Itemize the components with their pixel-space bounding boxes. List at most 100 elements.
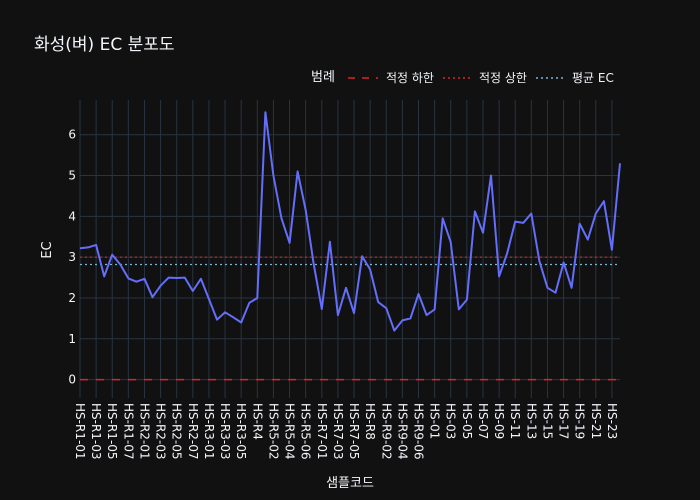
ec-data-point[interactable]: HS-23: 3.18 [609, 247, 615, 253]
ec-data-point[interactable]: HS-R7-04: 2.25 [343, 285, 349, 291]
legend: 범례 적정 하한 적정 상한 평균 EC [311, 70, 614, 85]
ec-data-point[interactable]: HS-R2-06: 2.5 [182, 275, 188, 281]
ec-data-point[interactable]: HS-R9-05: 1.5 [407, 315, 413, 321]
ec-data-point[interactable]: HS-R9-03: 1.2 [391, 328, 397, 334]
ec-data-point[interactable]: HS-R9-06: 2.1 [416, 291, 422, 297]
ec-data-point[interactable]: HS-17: 2.87 [561, 259, 567, 265]
ec-data-point[interactable]: HS-R5-02: 5 [270, 173, 276, 179]
ec-data-point[interactable]: HS-12: 3.84 [520, 220, 526, 226]
ec-data-point[interactable]: HS-R2-04: 2.5 [166, 275, 172, 281]
x-tick-label: HS-R3-05 [234, 403, 248, 460]
ec-series-line [79, 111, 621, 332]
ec-data-point[interactable]: HS-R1-06: 2.82 [117, 262, 123, 268]
ec-data-point[interactable]: HS-R3-02: 1.47 [214, 317, 220, 323]
ec-data-point[interactable]: HS-10: 3.1 [504, 250, 510, 256]
ec-data-point[interactable]: HS-R3-06: 1.88 [246, 300, 252, 306]
ec-data-point[interactable]: HS-R9-04: 1.45 [399, 317, 405, 323]
ec-data-point[interactable]: HS-19: 3.82 [577, 221, 583, 227]
ec-data-point[interactable]: HS-R7-01: 1.73 [319, 306, 325, 312]
ec-data-point[interactable]: HS-09: 2.53 [496, 273, 502, 279]
ec-data-point[interactable]: HS-R2-01: 2.47 [141, 276, 147, 282]
grid [79, 100, 620, 398]
ec-data-point[interactable]: HS-R5-04: 3.35 [287, 240, 293, 246]
ec-data-point[interactable]: HS-02: 3.95 [440, 215, 446, 221]
x-tick-label: HS-01 [428, 403, 442, 439]
ec-data-point[interactable]: HS-R9-07: 1.58 [424, 312, 430, 318]
ec-data-point[interactable]: HS-R7-06: 3.02 [359, 253, 365, 259]
ec-data-point[interactable]: HS-13: 4.07 [528, 210, 534, 216]
ec-data-point[interactable]: HS-04: 1.72 [456, 306, 462, 312]
ec-data-point[interactable]: HS-R1-02: 3.24 [85, 244, 91, 250]
ec-data-point[interactable]: HS-11: 3.87 [512, 219, 518, 225]
ec-data-point[interactable]: HS-R7-02: 3.38 [327, 239, 333, 245]
ec-data-point[interactable]: HS-R5-03: 3.95 [278, 215, 284, 221]
ec-data-point[interactable]: HS-01: 1.72 [432, 306, 438, 312]
ec-data-point[interactable]: HS-16: 2.13 [553, 290, 559, 296]
ec-data-point[interactable]: HS-R3-04: 1.53 [230, 314, 236, 320]
ec-data-point[interactable]: HS-R2-02: 2.02 [150, 294, 156, 300]
ec-data-point[interactable]: HS-08: 5 [488, 173, 494, 179]
ec-data-point[interactable]: HS-03: 3.37 [448, 239, 454, 245]
x-tick-label: HS-R2-01 [137, 403, 151, 460]
ec-data-point[interactable]: HS-R1-01: 3.22 [77, 245, 83, 251]
ec-data-point[interactable]: HS-24: 5.3 [617, 160, 623, 166]
ec-data-point[interactable]: HS-R9-01: 1.9 [375, 299, 381, 305]
y-tick-label: 4 [68, 209, 76, 223]
ec-data-point[interactable]: HS-R5-05: 5.1 [295, 168, 301, 174]
ec-data-point[interactable]: HS-R2-07: 2.17 [190, 288, 196, 294]
ec-data-point[interactable]: HS-R3-01: 1.97 [206, 296, 212, 302]
y-axis-title: EC [40, 241, 55, 258]
ec-data-point[interactable]: HS-R5-06: 4.15 [303, 207, 309, 213]
ec-data-point[interactable]: HS-R7-05: 1.63 [351, 310, 357, 316]
x-tick-label: HS-R3-03 [218, 403, 232, 460]
ec-data-point[interactable]: HS-R1-07: 2.48 [125, 275, 131, 281]
legend-lower-label: 적정 하한 [386, 71, 434, 85]
x-tick-label: HS-R2-03 [154, 403, 168, 460]
ec-data-point[interactable]: HS-R5-01: 6.55 [262, 109, 268, 115]
ec-data-point[interactable]: HS-R6: 2.83 [311, 261, 317, 267]
ec-data-point[interactable]: HS-22: 4.37 [601, 198, 607, 204]
x-tick-label: HS-03 [444, 403, 458, 439]
x-tick-label: HS-R3-01 [202, 403, 216, 460]
ec-data-point[interactable]: HS-R1-04: 2.53 [101, 273, 107, 279]
x-tick-label: HS-R9-04 [395, 403, 409, 460]
x-tick-label: HS-R9-06 [412, 403, 426, 460]
ec-data-point[interactable]: HS-R3-05: 1.4 [238, 319, 244, 325]
ec-data-point[interactable]: HS-R3-00: 2.47 [198, 276, 204, 282]
x-tick-label: HS-R7-05 [347, 403, 361, 460]
ec-data-point[interactable]: HS-20: 3.43 [585, 237, 591, 243]
x-tick-label: HS-R8 [363, 403, 377, 440]
x-tick-label: HS-05 [460, 403, 474, 439]
y-tick-label: 6 [68, 128, 76, 142]
x-tick-label: HS-07 [476, 403, 490, 439]
x-tick-label: HS-17 [557, 403, 571, 439]
ec-data-point[interactable]: HS-R8: 2.7 [367, 266, 373, 272]
ec-data-point[interactable]: HS-15: 2.25 [544, 285, 550, 291]
ec-data-point[interactable]: HS-07: 3.6 [480, 230, 486, 236]
x-tick-label: HS-R2-05 [170, 403, 184, 460]
x-tick-label: HS-R5-06 [299, 403, 313, 460]
ec-data-point[interactable]: HS-21: 4.07 [593, 210, 599, 216]
ec-data-point[interactable]: HS-R4: 2 [254, 295, 260, 301]
ec-data-point[interactable]: HS-R1-05: 3.06 [109, 252, 115, 258]
ec-data-point[interactable]: HS-R1-03: 3.3 [93, 242, 99, 248]
ec-data-point[interactable]: HS-14: 2.9 [536, 258, 542, 264]
ec-data-point[interactable]: HS-05: 1.96 [464, 297, 470, 303]
ec-data-point[interactable]: HS-R9-02: 1.75 [383, 305, 389, 311]
y-tick-labels: 0 1 2 3 4 5 6 [68, 128, 76, 387]
ec-data-point[interactable]: HS-R3-03: 1.65 [222, 309, 228, 315]
ec-data-point[interactable]: HS-R2-03: 2.3 [158, 283, 164, 289]
ec-data-point[interactable]: HS-18: 2.25 [569, 285, 575, 291]
x-tick-label: HS-R4 [250, 403, 264, 440]
ec-data-point[interactable]: HS-R1-08: 2.4 [133, 279, 139, 285]
ec-data-point[interactable]: HS-R7-03: 1.58 [335, 312, 341, 318]
legend-title: 범례 [311, 70, 335, 85]
ec-data-point[interactable]: HS-R2-05: 2.49 [174, 275, 180, 281]
x-tick-label: HS-R1-03 [89, 403, 103, 460]
ec-data-point[interactable]: HS-06: 4.12 [472, 208, 478, 214]
y-tick-label: 3 [68, 250, 76, 264]
x-tick-label: HS-13 [524, 403, 538, 439]
legend-mean-label: 평균 EC [572, 71, 614, 85]
